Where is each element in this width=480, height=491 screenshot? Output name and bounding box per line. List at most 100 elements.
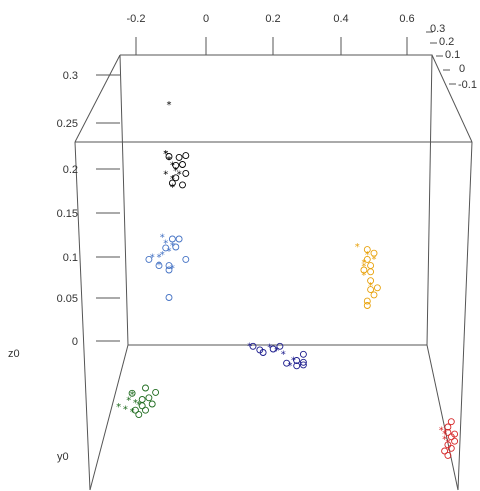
- scatter-point-circle: [276, 342, 284, 350]
- scatter-point-star: *: [173, 166, 178, 177]
- y-tick-label: 0.1: [445, 49, 460, 61]
- scatter-point-circle: [162, 244, 170, 252]
- scatter-point-circle: [367, 286, 375, 294]
- scatter-point-circle: [179, 181, 186, 189]
- scatter-point-circle: [131, 406, 139, 414]
- box-back-face: [119, 54, 433, 346]
- z-axis: 0.3 0.25 0.2 0.15 0.1 0.05 0 z0: [8, 70, 120, 360]
- scatter-point-star: *: [130, 407, 135, 418]
- scatter-point-star: *: [157, 253, 162, 264]
- scatter-point-circle: [142, 384, 149, 392]
- scatter-point-star: *: [133, 398, 138, 409]
- y-tick-label: 0.2: [439, 36, 454, 48]
- z-tick-label: 0.15: [57, 208, 78, 220]
- scatter-point-star: *: [163, 149, 168, 160]
- scatter-point-star: *: [170, 263, 175, 274]
- scatter-point-circle: [155, 262, 163, 270]
- scatter-point-circle: [447, 418, 455, 426]
- box-edge-front-right: [457, 141, 473, 491]
- z-tick-label: 0.05: [57, 293, 78, 305]
- z-axis-label: z0: [8, 348, 20, 360]
- x-tick-label: 0.6: [399, 13, 414, 25]
- scatter-point-star: *: [361, 258, 366, 269]
- scatter-point-circle: [360, 266, 368, 274]
- x-axis: -0.2 0 0.2 0.4 0.6: [127, 13, 415, 55]
- scatter-point-circle: [172, 161, 180, 169]
- scatter-point-star: *: [167, 100, 172, 111]
- z-tick-label: 0.2: [63, 164, 78, 176]
- y-tick-label: -0.1: [458, 79, 477, 91]
- scatter-point-circle: [447, 433, 455, 441]
- scatter-point-circle: [168, 179, 176, 187]
- scatter-point-star: *: [439, 426, 444, 437]
- scatter-point-star: *: [126, 396, 131, 407]
- y-axis-label: y0: [57, 451, 69, 463]
- scatter-point-circle: [249, 342, 257, 350]
- scatter-point-circle: [444, 428, 452, 436]
- box-edge-bottom-right: [426, 344, 459, 491]
- scatter-point-star: *: [355, 242, 360, 253]
- scatter-point-star: *: [170, 161, 175, 172]
- scatter-point-circle: [165, 153, 173, 160]
- scatter-point-star: *: [150, 253, 155, 264]
- scatter-point-star: *: [163, 169, 168, 180]
- scatter-point-star: *: [442, 435, 447, 446]
- scatter-point-circle: [367, 268, 375, 276]
- y-tick-label: 0: [459, 63, 465, 75]
- scatter-point-circle: [152, 388, 160, 396]
- scatter-point-star: *: [163, 239, 168, 250]
- scatter-point-circle: [363, 246, 371, 254]
- box-edge-top-right: [431, 54, 473, 143]
- scatter-point-star: *: [372, 255, 377, 266]
- scatter-point-circle: [168, 235, 176, 243]
- scatter-point-circle: [179, 161, 186, 168]
- scatter-point-circle: [283, 359, 291, 367]
- scatter-point-circle: [128, 389, 136, 397]
- scatter-point-circle: [299, 358, 307, 366]
- scatter-point-circle: [165, 266, 173, 274]
- scatter-point-star: *: [170, 183, 175, 194]
- scatter-point-circle: [259, 349, 267, 356]
- scatter-point-star: *: [288, 361, 293, 372]
- scatter-point-circle: [444, 451, 452, 459]
- scatter-point-circle: [299, 361, 307, 369]
- x-tick-label: 0.2: [265, 13, 280, 25]
- scatter-point-circle: [182, 152, 190, 160]
- scatter-point-star: *: [361, 271, 366, 282]
- scatter-point-circle: [363, 297, 371, 305]
- data-points: *********** **** ** *** ****** * * ***** **** ***…: [116, 100, 459, 459]
- scatter-point-star: *: [130, 390, 135, 401]
- box-edge-bottom-left: [89, 344, 129, 491]
- scatter-point-circle: [370, 291, 378, 299]
- scatter-point-star: *: [116, 402, 121, 413]
- scatter-point-circle: [142, 406, 149, 414]
- scatter-point-circle: [444, 423, 452, 431]
- scatter-point-circle: [269, 345, 277, 353]
- y-axis: 0.3 0.2 0.1 0 -0.1 y0: [57, 23, 477, 463]
- x-tick-label: 0: [203, 13, 209, 25]
- scatter-point-circle: [373, 284, 381, 292]
- scatter-point-star: *: [281, 349, 286, 360]
- scatter-point-star: *: [167, 247, 172, 258]
- scatter-point-star: *: [163, 149, 168, 160]
- scatter-point-circle: [293, 357, 301, 364]
- z-tick-label: 0.3: [63, 70, 78, 82]
- scatter-point-star: *: [160, 232, 165, 243]
- scatter-point-circle: [165, 262, 173, 270]
- scatter-point-circle: [441, 447, 449, 455]
- plot-box: [74, 54, 473, 491]
- scatter-point-circle: [175, 153, 183, 161]
- scatter-point-circle: [293, 362, 301, 370]
- scatter-point-star: *: [442, 429, 447, 440]
- scatter-point-star: *: [445, 438, 450, 449]
- scatter-point-circle: [145, 255, 153, 263]
- scatter-point-circle: [182, 169, 190, 177]
- scatter-point-circle: [135, 411, 143, 419]
- y-tick-label: 0.3: [430, 23, 445, 35]
- box-edge-front-left: [74, 141, 91, 491]
- scatter-point-star: *: [160, 250, 165, 261]
- scatter-point-star: *: [157, 260, 162, 271]
- box-edge-top-left: [74, 54, 121, 143]
- scatter-point-circle: [363, 255, 371, 263]
- scatter-point-star: *: [177, 169, 182, 180]
